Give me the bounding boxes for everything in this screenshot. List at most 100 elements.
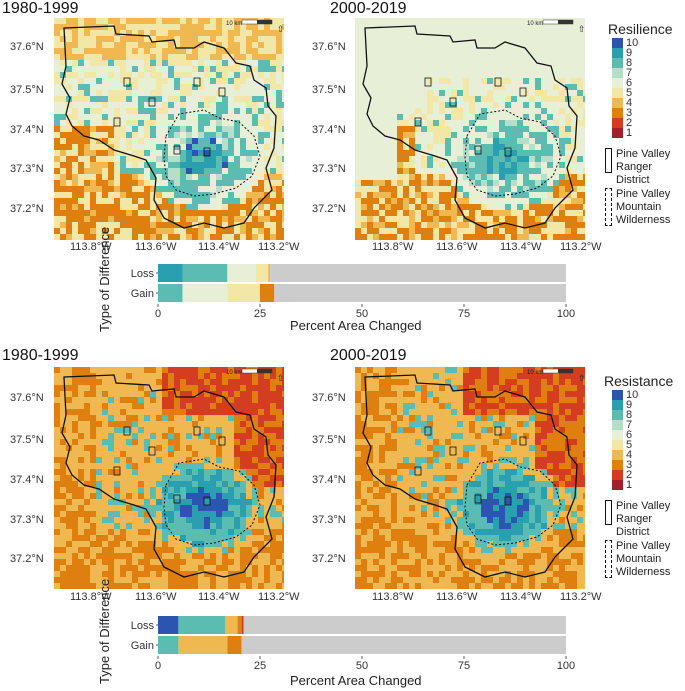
legend-label-7: 7	[626, 67, 633, 79]
bar-segment-gain-level-4	[178, 636, 228, 654]
legend-label-3: 3	[626, 459, 633, 471]
panel1-y-axis-title: Type of Difference	[97, 226, 112, 332]
bar-segment-gain-level-5	[227, 284, 260, 302]
legend-swatch-6	[612, 430, 623, 440]
scale-bar: 10 km	[527, 19, 574, 27]
bar-segment-loss-level-none	[270, 264, 566, 282]
north-arrow-icon: ⇧	[578, 374, 585, 384]
inholding-outline	[148, 97, 156, 107]
panel2-x-axis-title: Percent Area Changed	[290, 673, 422, 688]
wilderness-boundary	[163, 458, 261, 546]
lon-label: 113.4°W	[500, 591, 542, 603]
lon-label: 113.8°W	[70, 241, 112, 253]
bar-segment-loss-level-none	[243, 616, 566, 634]
wilderness-boundary	[464, 458, 562, 546]
legend-swatch-1	[612, 480, 623, 490]
district-boundary-label: Pine Valley Ranger District	[616, 500, 671, 538]
legend-swatch-2	[612, 470, 623, 480]
legend-label-7: 7	[626, 419, 633, 431]
scale-bar: 10 km	[226, 368, 273, 376]
inholding-outline	[193, 77, 201, 87]
map-raster: 10 km ⇧	[355, 367, 585, 589]
legend-label-6: 6	[626, 429, 633, 441]
x-tick-label: 100	[557, 660, 575, 672]
x-tick-label: 50	[356, 660, 368, 672]
panel1-left-period-title: 1980-1999	[2, 0, 79, 17]
scale-bar: 10 km	[527, 368, 574, 376]
bar-segment-loss-level-2	[241, 616, 244, 634]
lat-label: 37.4°N	[10, 124, 44, 136]
inholding-outline	[123, 77, 131, 87]
lon-label: 113.6°W	[135, 241, 177, 253]
lat-label: 37.5°N	[312, 434, 346, 446]
wilderness-boundary-swatch	[605, 188, 612, 226]
scale-label: 10 km	[226, 21, 242, 27]
wilderness-boundary-label: Pine Valley Mountain Wilderness	[616, 188, 671, 226]
legend-swatch-9	[612, 400, 623, 410]
bar-segment-loss-level-4	[268, 264, 271, 282]
lat-label: 37.6°N	[10, 392, 44, 404]
legend-label-1: 1	[626, 479, 633, 491]
lat-label: 37.6°N	[10, 41, 44, 53]
panel1-right-map: 10 km ⇧	[355, 18, 585, 240]
inholding-outline	[203, 496, 211, 506]
bar-segment-gain-level-8	[158, 636, 179, 654]
lat-label: 37.4°N	[312, 474, 346, 486]
category-label: Gain	[131, 640, 154, 652]
panel1-left-map: 10 km ⇧	[54, 18, 284, 240]
lat-label: 37.2°N	[10, 203, 44, 215]
x-tick-label: 0	[155, 308, 161, 320]
legend-swatch-8	[612, 58, 623, 68]
inholding-outline	[474, 494, 482, 504]
inholding-outline	[148, 446, 156, 456]
legend-label-2: 2	[626, 469, 633, 481]
inholding-outline	[424, 77, 432, 87]
x-tick-label: 25	[254, 308, 266, 320]
lat-label: 37.6°N	[312, 41, 346, 53]
lon-label: 113.4°W	[500, 241, 542, 253]
legend-swatch-4	[612, 450, 623, 460]
district-boundary-swatch	[605, 500, 612, 525]
legend-label-10: 10	[626, 389, 639, 401]
legend-label-4: 4	[626, 449, 633, 461]
panel1-x-axis-title: Percent Area Changed	[290, 318, 422, 333]
legend-swatch-10	[612, 390, 623, 400]
inholding-outline	[424, 426, 432, 436]
map-raster: 10 km ⇧	[355, 18, 585, 240]
lat-label: 37.2°N	[10, 553, 44, 565]
x-tick-label: 75	[458, 660, 470, 672]
legend-label-2: 2	[626, 117, 633, 129]
inholding-outline	[449, 446, 457, 456]
lat-label: 37.5°N	[312, 84, 346, 96]
inholding-outline	[414, 117, 422, 127]
lon-label: 113.6°W	[436, 591, 478, 603]
panel2-y-axis-title: Type of Difference	[97, 578, 112, 684]
map-raster: 10 km ⇧	[54, 367, 284, 589]
legend-swatch-7	[612, 420, 623, 430]
inholding-outline	[113, 117, 121, 127]
district-boundary	[61, 25, 277, 229]
lon-label: 113.6°W	[135, 591, 177, 603]
panel2-right-period-title: 2000-2019	[330, 347, 407, 364]
legend-swatch-9	[612, 48, 623, 58]
wilderness-boundary-label: Pine Valley Mountain Wilderness	[616, 540, 671, 578]
lat-label: 37.5°N	[10, 434, 44, 446]
bar-segment-gain-level-3	[227, 636, 242, 654]
legend-label-3: 3	[626, 107, 633, 119]
panel2-right-map: 10 km ⇧	[355, 367, 585, 589]
legend-swatch-1	[612, 128, 623, 138]
inholding-outline	[123, 426, 131, 436]
bar-segment-gain-level-none	[241, 636, 566, 654]
lat-label: 37.5°N	[10, 84, 44, 96]
bar-segment-loss-level-4	[225, 616, 238, 634]
legend-swatch-5	[612, 440, 623, 450]
panel2-left-map: 10 km ⇧	[54, 367, 284, 589]
x-tick-label: 100	[557, 308, 575, 320]
x-tick-label: 25	[254, 660, 266, 672]
lat-label: 37.4°N	[10, 474, 44, 486]
legend-label-4: 4	[626, 97, 633, 109]
x-tick-label: 0	[155, 660, 161, 672]
district-boundary	[362, 25, 578, 229]
legend-title-resistance: Resistance	[604, 373, 674, 389]
